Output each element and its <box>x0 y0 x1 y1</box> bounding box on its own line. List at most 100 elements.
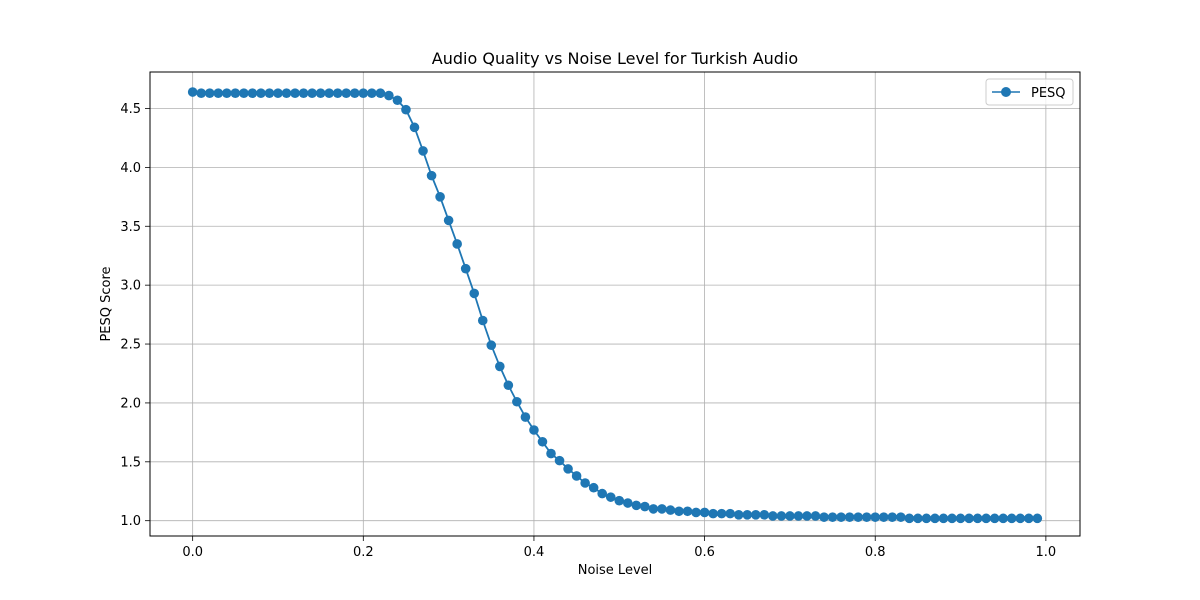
data-point <box>332 88 343 98</box>
data-point <box>605 492 616 502</box>
data-point <box>904 513 915 524</box>
data-point <box>913 513 923 524</box>
legend-label-pesq: PESQ <box>1031 86 1066 101</box>
data-point <box>307 88 317 98</box>
data-point <box>213 88 224 98</box>
data-point <box>759 510 770 520</box>
x-axis-label: Noise Level <box>578 563 653 578</box>
data-point <box>256 88 266 98</box>
data-point <box>870 512 881 522</box>
data-point <box>1006 513 1017 524</box>
y-tick-label: 3.5 <box>120 220 141 235</box>
data-point <box>640 501 650 512</box>
data-point <box>435 192 445 202</box>
y-tick-label: 4.0 <box>120 161 141 176</box>
data-point <box>341 88 352 98</box>
data-point <box>938 513 949 524</box>
data-point <box>503 380 514 391</box>
data-point <box>563 464 573 474</box>
data-point <box>230 88 241 98</box>
data-point <box>571 471 582 481</box>
data-point <box>844 512 855 522</box>
y-tick-label: 2.5 <box>120 338 141 353</box>
data-point <box>1024 513 1034 524</box>
data-point <box>665 505 676 515</box>
data-point <box>375 88 386 98</box>
data-point <box>315 88 326 98</box>
data-point <box>878 512 889 522</box>
data-point <box>802 511 812 521</box>
data-point <box>742 510 753 520</box>
data-point <box>452 239 462 249</box>
data-point <box>392 95 403 106</box>
data-point <box>409 122 420 133</box>
data-point <box>273 88 283 98</box>
y-tick-label: 1.5 <box>120 455 141 470</box>
data-point <box>1015 513 1026 524</box>
data-point <box>930 513 940 524</box>
data-point <box>204 88 215 98</box>
data-point <box>495 361 505 372</box>
data-point <box>486 340 497 351</box>
data-point <box>708 508 718 519</box>
data-point <box>520 412 531 422</box>
data-point <box>358 88 369 98</box>
data-point <box>469 288 480 299</box>
data-point <box>281 88 292 98</box>
data-point <box>785 511 795 521</box>
data-point <box>401 104 411 115</box>
data-point <box>827 512 838 522</box>
data-point <box>699 507 710 518</box>
data-point <box>554 455 565 466</box>
data-point <box>187 87 198 97</box>
data-point <box>648 504 659 514</box>
data-point <box>324 88 334 98</box>
series-pesq <box>187 87 1043 524</box>
data-point <box>716 508 727 519</box>
data-point <box>580 478 590 488</box>
data-point <box>861 512 872 522</box>
data-point <box>981 513 991 524</box>
data-point <box>972 513 983 524</box>
y-tick-label: 3.0 <box>120 279 141 294</box>
x-tick-label: 0.0 <box>182 545 203 560</box>
data-point <box>221 88 232 98</box>
data-point <box>836 512 846 522</box>
x-tick-label: 0.8 <box>865 545 886 560</box>
data-point <box>614 495 625 506</box>
y-tick-label: 2.0 <box>120 396 141 411</box>
data-point <box>529 425 539 435</box>
data-point <box>367 88 377 98</box>
data-point <box>631 500 642 511</box>
data-point <box>733 510 744 520</box>
data-point <box>1032 513 1043 524</box>
data-point <box>460 263 471 274</box>
data-point <box>887 512 898 522</box>
data-point <box>896 512 906 522</box>
data-point <box>793 511 804 521</box>
data-point <box>623 498 633 508</box>
data-point <box>349 88 360 98</box>
data-point <box>290 88 300 98</box>
data-point <box>597 488 607 499</box>
data-point <box>247 88 258 98</box>
data-point <box>989 513 1000 524</box>
data-point <box>955 513 966 524</box>
y-axis-label: PESQ Score <box>99 266 114 341</box>
data-point <box>588 482 599 493</box>
data-point <box>512 396 522 407</box>
data-point <box>657 504 667 514</box>
chart-title: Audio Quality vs Noise Level for Turkish… <box>432 49 798 68</box>
data-point <box>537 436 548 447</box>
data-point <box>853 512 863 522</box>
data-point <box>691 507 701 518</box>
data-point <box>426 170 437 181</box>
axis-ticks: 0.0 0.2 0.4 0.6 0.8 1.0 1.0 1.5 2.0 2.5 3.0 3.5 4.0 4… <box>120 102 1056 560</box>
y-tick-label: 4.5 <box>120 102 141 117</box>
data-point <box>196 88 206 98</box>
data-point <box>947 513 957 524</box>
x-tick-label: 0.4 <box>524 545 545 560</box>
data-point <box>921 513 932 524</box>
data-point <box>298 88 309 98</box>
